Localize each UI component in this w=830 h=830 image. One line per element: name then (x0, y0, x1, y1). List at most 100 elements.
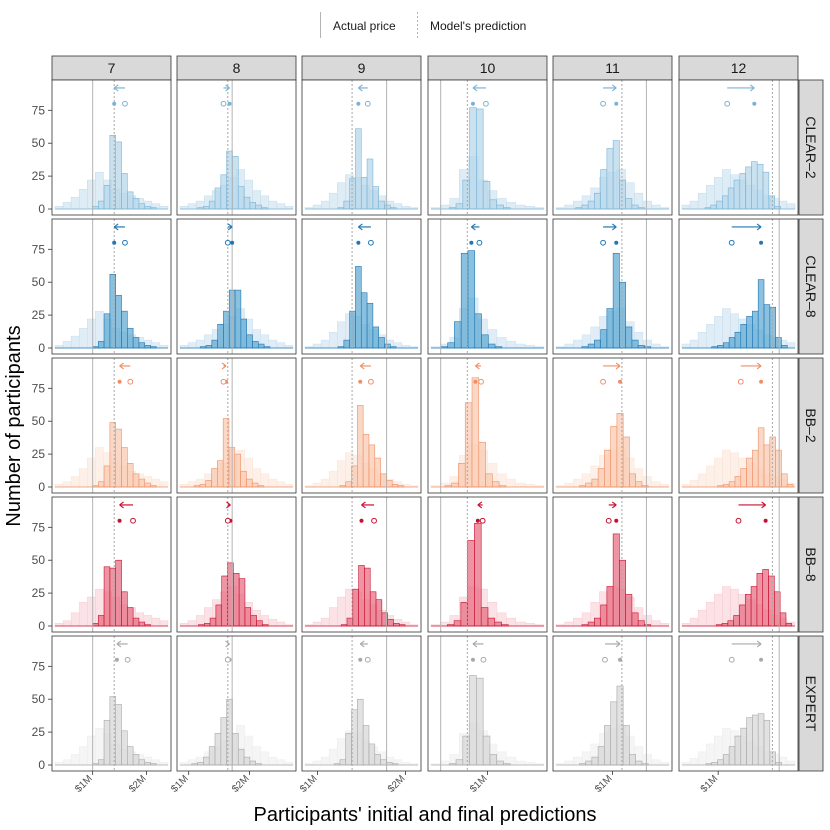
shift-arrow-head (119, 362, 124, 370)
final-mean-dot (230, 240, 235, 245)
initial-bar (187, 342, 197, 349)
final-bar (97, 615, 105, 627)
panel-EXPERT-8: $1M $2M (169, 635, 297, 795)
final-bar (372, 326, 380, 349)
final-bar (360, 292, 368, 349)
initial-bar (62, 759, 72, 766)
panel-border (301, 79, 422, 216)
column-strip-label: 7 (108, 60, 116, 76)
final-mean-dot (614, 101, 619, 106)
final-bar (97, 200, 105, 210)
final-bar (756, 163, 764, 210)
final-bar (250, 615, 257, 627)
final-bar (581, 204, 589, 210)
final-bar (205, 480, 212, 488)
final-bar (597, 746, 605, 766)
final-bar (612, 533, 620, 627)
initial-bar (268, 756, 278, 766)
final-bar (600, 329, 608, 349)
final-bar (115, 295, 122, 349)
initial-mean-circle (724, 100, 731, 107)
panel-CLEAR–8-10 (427, 218, 548, 355)
shift-arrow-head (475, 362, 480, 370)
panel-EXPERT-10: $1M (427, 635, 548, 795)
column-strip-8: 8 (176, 55, 297, 81)
initial-mean-circle (220, 378, 227, 385)
initial-bar (651, 759, 661, 766)
y-tick-label: 0 (38, 619, 45, 633)
final-bar (733, 615, 740, 627)
y-tick-label: 75 (32, 103, 46, 117)
shift-arrow-head (359, 640, 365, 648)
initial-bar (697, 192, 707, 210)
final-bar (757, 279, 765, 349)
final-bar (610, 701, 618, 766)
initial-bar (697, 751, 707, 766)
final-bar (368, 444, 376, 488)
initial-bar (87, 596, 96, 627)
final-bar (215, 604, 222, 627)
final-bar (258, 343, 265, 349)
final-mean-dot (117, 379, 122, 384)
final-bar (362, 434, 370, 488)
final-bar (482, 735, 491, 766)
initial-mean-circle (220, 100, 227, 107)
final-bar (138, 621, 146, 627)
final-bar (631, 612, 639, 627)
shift-arrow-head (756, 362, 762, 370)
final-bar (121, 173, 128, 210)
final-bar (594, 617, 601, 627)
final-bar (138, 203, 146, 210)
final-bar (734, 476, 742, 488)
final-bar (467, 540, 475, 627)
final-bar (476, 108, 484, 210)
panel-CLEAR–8-8 (176, 218, 297, 355)
initial-bar (573, 617, 583, 627)
final-bar (451, 482, 459, 488)
final-mean-dot (618, 657, 623, 662)
final-mean-dot (470, 657, 475, 662)
initial-mean-circle (122, 239, 128, 246)
final-bar (211, 339, 218, 349)
row-strip-label: BB–2 (803, 408, 819, 442)
final-bar (739, 173, 746, 210)
final-bar (447, 342, 455, 349)
final-bar (727, 187, 735, 210)
panel-EXPERT-9: $1M $2M (298, 635, 422, 795)
initial-bar (689, 480, 699, 488)
initial-bar (440, 204, 451, 210)
panel-BB–2-9 (301, 357, 422, 494)
final-mean-dot (112, 240, 117, 245)
final-bar (203, 756, 210, 766)
panel-CLEAR–2-10 (427, 79, 548, 216)
final-bar (223, 310, 230, 349)
final-bar (97, 481, 105, 488)
initial-mean-circle (479, 517, 486, 524)
initial-mean-circle (728, 239, 735, 246)
final-bar (138, 342, 146, 349)
initial-mean-circle (127, 378, 134, 385)
final-bar (138, 478, 146, 488)
panel-EXPERT-7: $1M $2M (51, 635, 172, 795)
final-bar (221, 575, 228, 627)
final-bar (600, 169, 608, 210)
initial-bar (705, 743, 715, 766)
final-bar (362, 725, 370, 766)
final-bar (454, 321, 462, 349)
panel-BB–2-8 (176, 357, 297, 494)
final-bar (243, 756, 251, 766)
initial-mean-circle (476, 239, 483, 246)
panel-border (427, 496, 548, 633)
column-strip-7: 7 (51, 55, 172, 81)
final-bar (386, 480, 393, 488)
x-tick-label: $2M (230, 773, 252, 795)
row-strip-bg (798, 218, 824, 355)
final-bar (494, 621, 502, 627)
initial-bar (722, 586, 731, 627)
final-mean-dot (759, 379, 764, 384)
final-bar (752, 714, 759, 766)
initial-bar (786, 760, 796, 766)
panel-BB–2-10 (427, 357, 548, 494)
panel-border (678, 218, 799, 355)
final-bar (352, 588, 359, 627)
